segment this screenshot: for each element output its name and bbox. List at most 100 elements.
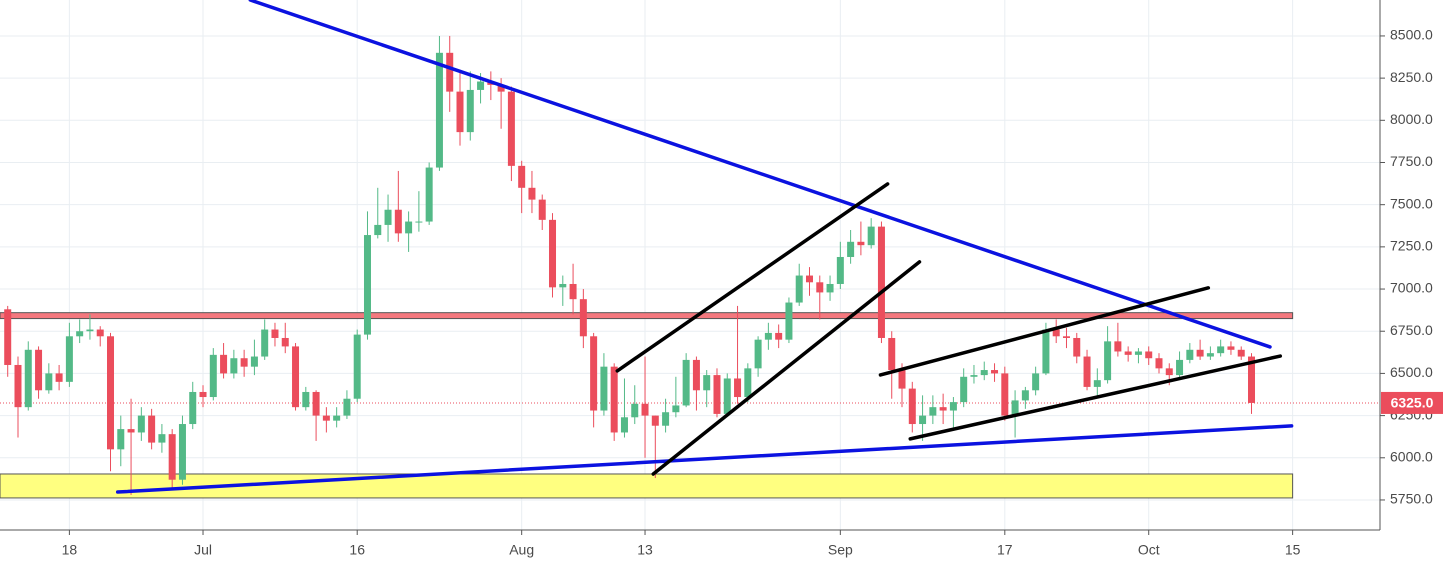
candle-body xyxy=(559,283,567,288)
candle-body xyxy=(723,378,731,414)
candle-body xyxy=(117,429,125,450)
candle-body xyxy=(374,224,382,236)
y-tick-label: 7750.0 xyxy=(1390,153,1433,169)
candle-body xyxy=(343,398,351,416)
candle-body xyxy=(590,336,598,411)
last-price-box xyxy=(1381,391,1443,414)
candle-body xyxy=(1176,359,1184,376)
candle-body xyxy=(600,366,608,411)
candle-body xyxy=(1124,351,1132,355)
candle-body xyxy=(662,412,670,426)
candle-body xyxy=(641,403,649,416)
candle-body xyxy=(908,388,916,425)
candle-body xyxy=(847,241,855,257)
candle-body xyxy=(1001,373,1009,416)
candle-body xyxy=(405,221,413,234)
candle-body xyxy=(549,219,557,288)
candle-body xyxy=(4,309,12,365)
candle-body xyxy=(919,415,927,425)
x-tick-label: 16 xyxy=(349,542,365,558)
candle-body xyxy=(538,199,546,220)
trendline xyxy=(115,424,1294,494)
candle-body xyxy=(785,302,793,340)
candle-body xyxy=(579,299,587,337)
candle-body xyxy=(35,349,43,391)
candle-body xyxy=(836,256,844,284)
candle-body xyxy=(302,391,310,408)
candle-body xyxy=(754,339,762,369)
candle-body xyxy=(1032,373,1040,391)
candle-body xyxy=(1155,358,1163,369)
candle-body xyxy=(1104,341,1112,381)
candle-body xyxy=(939,407,947,411)
candle-body xyxy=(1052,329,1060,337)
candle-body xyxy=(734,378,742,398)
candle-body xyxy=(1083,356,1091,387)
candle-body xyxy=(415,221,423,223)
candle-body xyxy=(692,359,700,391)
trendline xyxy=(248,0,1272,349)
candle-body xyxy=(148,415,156,443)
candle-body xyxy=(178,424,186,480)
zone xyxy=(0,312,1294,320)
candle-body xyxy=(1196,349,1204,357)
trendline xyxy=(615,182,890,373)
candle-body xyxy=(1073,337,1081,357)
candle-body xyxy=(898,370,906,389)
y-tick-label: 7000.0 xyxy=(1390,280,1433,296)
y-tick-label: 8250.0 xyxy=(1390,69,1433,85)
x-tick-label: Aug xyxy=(509,542,534,558)
candle-body xyxy=(1114,341,1122,352)
candle-body xyxy=(107,336,115,450)
trendline xyxy=(878,286,1211,377)
candle-body xyxy=(45,373,53,391)
candle-body xyxy=(805,275,813,283)
candle-body xyxy=(1093,380,1101,387)
candle-body xyxy=(991,370,999,374)
candle-body xyxy=(682,359,690,406)
candle-body xyxy=(1227,346,1235,350)
candle-body xyxy=(497,84,505,92)
candle-body xyxy=(446,52,454,92)
candle-body xyxy=(949,402,957,411)
candle-body xyxy=(292,346,300,408)
candle-body xyxy=(1237,349,1245,357)
candle-body xyxy=(220,354,228,374)
trendline xyxy=(651,260,922,476)
candle-body xyxy=(456,91,464,133)
candle-body xyxy=(1206,353,1214,357)
candle-body xyxy=(672,405,680,413)
y-tick-label: 6000.0 xyxy=(1390,448,1433,464)
candle-body xyxy=(425,167,433,222)
candle-body xyxy=(795,275,803,303)
x-tick-label: Sep xyxy=(828,542,853,558)
x-tick-label: Jul xyxy=(194,542,212,558)
candle-body xyxy=(230,358,238,374)
candle-body xyxy=(651,415,659,426)
candle-body xyxy=(877,226,885,338)
candle-body xyxy=(435,52,443,168)
candle-body xyxy=(1165,368,1173,376)
candle-body xyxy=(189,391,197,425)
candle-body xyxy=(970,375,978,377)
x-tick-label: 15 xyxy=(1285,542,1301,558)
candle-body xyxy=(703,375,711,391)
candle-body xyxy=(826,283,834,293)
y-tick-label: 6500.0 xyxy=(1390,364,1433,380)
candle-body xyxy=(744,368,752,398)
candle-body xyxy=(816,282,824,293)
candle-body xyxy=(507,91,515,166)
y-tick-label: 7250.0 xyxy=(1390,238,1433,254)
x-tick-label: 13 xyxy=(637,542,653,558)
candle-body xyxy=(518,165,526,188)
candle-body xyxy=(713,375,721,414)
candle-body xyxy=(528,187,536,200)
candle-body xyxy=(1011,400,1019,416)
candle-body xyxy=(775,332,783,340)
candle-body xyxy=(867,226,875,246)
candle-body xyxy=(76,331,84,337)
candle-body xyxy=(65,336,73,382)
candle-body xyxy=(333,415,341,421)
candle-body xyxy=(394,209,402,234)
